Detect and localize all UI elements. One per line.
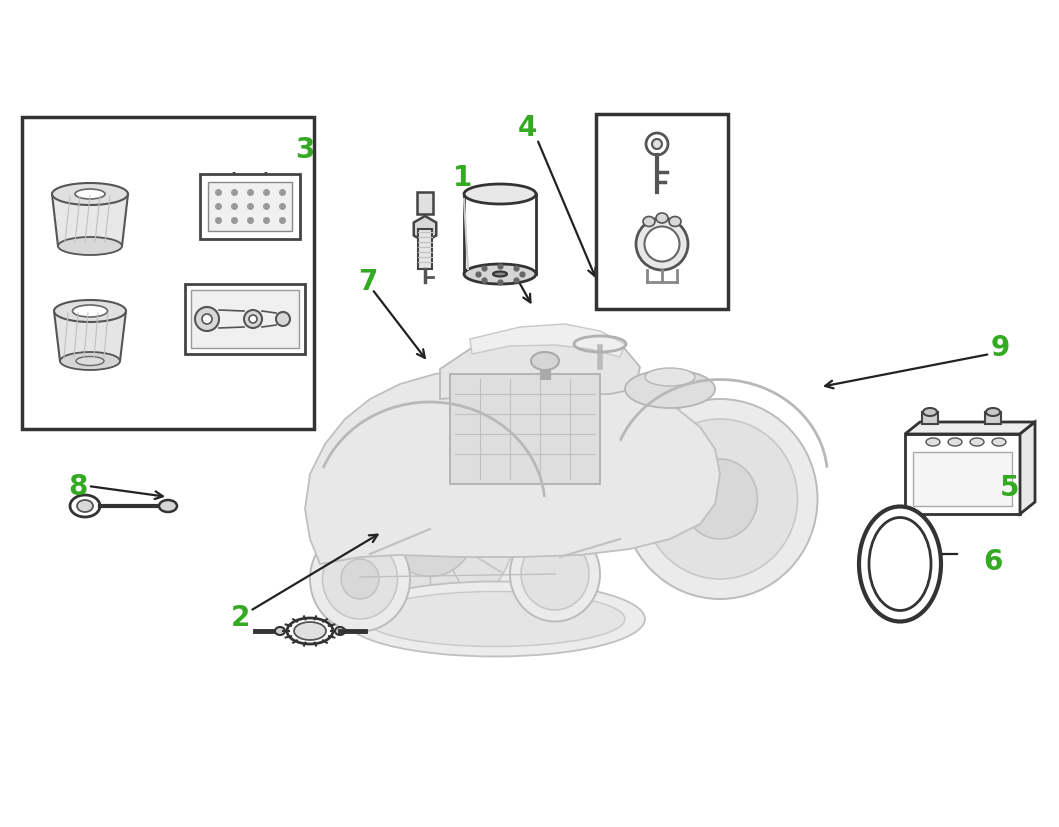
Bar (464, 195, 536, 275)
Bar (913, 452, 1012, 506)
Ellipse shape (682, 460, 757, 539)
Ellipse shape (464, 184, 536, 205)
Bar (905, 434, 1020, 514)
Ellipse shape (992, 438, 1006, 447)
Text: 6: 6 (984, 547, 1003, 576)
Polygon shape (414, 217, 436, 242)
Bar (418, 230, 432, 270)
Text: 8: 8 (69, 472, 88, 500)
Ellipse shape (54, 301, 126, 323)
Ellipse shape (948, 438, 962, 447)
Text: 2: 2 (230, 603, 250, 631)
Text: 5: 5 (1001, 473, 1020, 501)
Text: 7: 7 (358, 268, 378, 295)
Ellipse shape (276, 313, 290, 327)
Ellipse shape (365, 592, 625, 647)
Ellipse shape (244, 311, 262, 328)
Ellipse shape (58, 237, 122, 256)
Ellipse shape (60, 352, 120, 370)
Bar (922, 413, 938, 424)
Ellipse shape (310, 527, 410, 632)
Ellipse shape (294, 622, 326, 640)
Polygon shape (470, 325, 625, 357)
Ellipse shape (859, 507, 941, 622)
Bar (596, 115, 728, 309)
Bar (208, 183, 292, 232)
Bar (185, 284, 305, 355)
Bar (191, 290, 299, 348)
Ellipse shape (345, 582, 645, 657)
Ellipse shape (464, 265, 536, 284)
Ellipse shape (77, 500, 93, 513)
Bar (200, 174, 300, 240)
Ellipse shape (325, 422, 535, 637)
Bar (22, 118, 315, 429)
Ellipse shape (159, 500, 177, 513)
Ellipse shape (323, 539, 397, 619)
Ellipse shape (385, 482, 475, 576)
Bar (417, 193, 433, 215)
Text: 3: 3 (295, 136, 315, 164)
Polygon shape (905, 423, 1035, 434)
Polygon shape (305, 367, 720, 564)
Ellipse shape (636, 218, 688, 270)
Ellipse shape (923, 409, 937, 417)
Ellipse shape (652, 140, 662, 150)
Ellipse shape (643, 218, 656, 227)
Polygon shape (439, 332, 640, 399)
Polygon shape (1020, 423, 1035, 514)
Ellipse shape (926, 438, 940, 447)
Ellipse shape (656, 213, 668, 224)
Ellipse shape (195, 308, 219, 332)
Ellipse shape (645, 227, 680, 262)
Text: 9: 9 (990, 333, 1009, 361)
Ellipse shape (645, 369, 695, 386)
Ellipse shape (202, 314, 212, 325)
Ellipse shape (521, 538, 589, 610)
Ellipse shape (76, 357, 104, 366)
Text: 4: 4 (517, 114, 537, 141)
Ellipse shape (287, 619, 333, 644)
Ellipse shape (72, 306, 108, 318)
Bar (985, 413, 1001, 424)
Polygon shape (54, 312, 126, 361)
Ellipse shape (669, 218, 681, 227)
Ellipse shape (70, 495, 100, 518)
Ellipse shape (531, 352, 559, 370)
Ellipse shape (623, 399, 818, 600)
Text: 1: 1 (452, 164, 471, 192)
Ellipse shape (646, 134, 668, 155)
Ellipse shape (986, 409, 1000, 417)
Ellipse shape (341, 559, 379, 600)
Ellipse shape (643, 419, 797, 579)
Ellipse shape (335, 627, 345, 635)
Ellipse shape (970, 438, 984, 447)
Ellipse shape (275, 627, 285, 635)
Ellipse shape (52, 184, 128, 206)
Ellipse shape (625, 370, 715, 409)
Ellipse shape (345, 442, 515, 617)
Ellipse shape (249, 316, 257, 323)
Bar (450, 375, 600, 485)
Ellipse shape (75, 189, 105, 200)
Ellipse shape (869, 518, 931, 611)
Ellipse shape (510, 527, 600, 622)
Polygon shape (52, 195, 128, 246)
Ellipse shape (493, 272, 507, 277)
